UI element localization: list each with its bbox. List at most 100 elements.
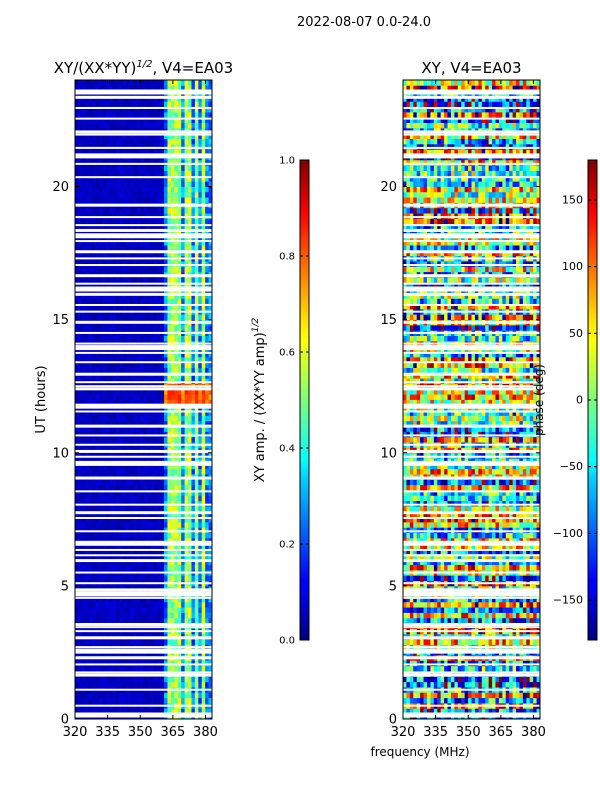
amp-cell — [129, 159, 134, 166]
amp-cell — [198, 314, 203, 321]
amp-cell — [181, 149, 185, 155]
amp-cell — [150, 303, 155, 310]
amp-cell — [85, 676, 90, 683]
amp-cell — [140, 170, 144, 177]
amp-cell — [105, 506, 110, 512]
amp-cell — [140, 356, 144, 363]
amp-cell — [92, 186, 96, 193]
amp-cell — [136, 500, 141, 507]
amp-cell — [198, 85, 203, 92]
amp-cell — [205, 420, 209, 427]
amp-cell — [157, 468, 162, 475]
amp-cell — [208, 463, 212, 470]
amp-cell — [174, 564, 179, 571]
amp-cell — [140, 197, 144, 203]
amp-cell — [198, 122, 203, 129]
amp-cell — [181, 170, 185, 177]
amp-cell — [184, 665, 189, 672]
amp-cell — [85, 426, 90, 432]
amp-cell — [133, 378, 138, 384]
amp-cell — [205, 490, 209, 496]
amp-cell — [140, 239, 144, 246]
amp-cell — [129, 362, 134, 368]
amp-cell — [170, 564, 175, 571]
amp-cell — [75, 218, 79, 225]
amp-cell — [160, 266, 165, 273]
amp-cell — [109, 186, 114, 193]
amp-cell — [126, 159, 131, 166]
amp-cell — [188, 452, 192, 459]
amp-cell — [119, 229, 124, 235]
amp-cell — [177, 431, 182, 438]
amp-cell — [109, 479, 114, 486]
amp-cell — [208, 298, 212, 305]
amp-cell — [157, 612, 162, 619]
amp-cell — [198, 532, 203, 539]
amp-cell — [170, 697, 175, 704]
amp-cell — [177, 186, 182, 193]
amp-cell — [88, 207, 93, 214]
amp-cell — [75, 367, 79, 374]
amp-cell — [112, 122, 117, 129]
amp-cell — [184, 175, 189, 182]
amp-cell — [133, 394, 138, 400]
amp-cell — [136, 229, 141, 235]
amp-cell — [102, 516, 107, 523]
amp-gap — [75, 588, 212, 592]
amp-cell — [188, 399, 192, 406]
amp-cell — [201, 543, 206, 549]
amp-cell — [136, 564, 141, 571]
amp-cell — [188, 394, 192, 400]
amp-cell — [75, 191, 79, 198]
amp-cell — [75, 101, 79, 108]
amp-cell — [126, 484, 131, 491]
amp-cell — [116, 143, 120, 150]
amp-cell — [85, 197, 90, 203]
amp-cell — [208, 543, 212, 549]
amp-cell — [198, 681, 203, 688]
amp-cell — [119, 218, 124, 225]
amp-cell — [116, 149, 120, 155]
amp-y-tick-label: 0 — [61, 713, 69, 728]
amp-cell — [140, 543, 144, 549]
amp-cell — [75, 277, 79, 283]
amp-cell — [122, 277, 127, 283]
amp-cell — [78, 681, 83, 688]
amp-cell — [81, 543, 86, 549]
amp-cell — [81, 548, 86, 555]
amp-cell — [95, 553, 100, 560]
amp-cell — [150, 101, 155, 108]
amp-cell — [92, 133, 96, 139]
amp-cell — [122, 213, 127, 219]
date-range-header: 2022-08-07 0.0-24.0 — [297, 15, 431, 30]
amp-cell — [112, 356, 117, 363]
amp-cell — [181, 527, 185, 534]
amp-cell — [98, 261, 103, 267]
amp-cell — [140, 101, 144, 108]
amp-cell — [126, 426, 131, 432]
amp-cell — [208, 692, 212, 699]
amp-cell — [126, 261, 131, 267]
amp-gap — [75, 403, 212, 409]
amp-cell — [85, 410, 90, 416]
amp-cell — [167, 527, 172, 534]
amp-cell — [95, 303, 100, 310]
amp-cell — [116, 527, 120, 534]
amp-cell — [122, 388, 127, 395]
amp-cell — [194, 298, 199, 305]
amp-cell — [75, 80, 79, 86]
amp-cell — [181, 223, 185, 230]
amp-cell — [133, 511, 138, 518]
amp-cell — [174, 436, 179, 443]
amp-cell — [174, 463, 179, 470]
amp-cell — [143, 410, 148, 416]
amp-cell — [191, 351, 196, 358]
amp-cell — [164, 266, 168, 273]
amp-cell — [109, 527, 114, 534]
amp-cell — [116, 697, 120, 704]
amp-cell — [143, 521, 148, 528]
amp-cell — [92, 223, 96, 230]
amp-cell — [177, 463, 182, 470]
amp-cell — [116, 95, 120, 102]
amp-cell — [102, 266, 107, 273]
